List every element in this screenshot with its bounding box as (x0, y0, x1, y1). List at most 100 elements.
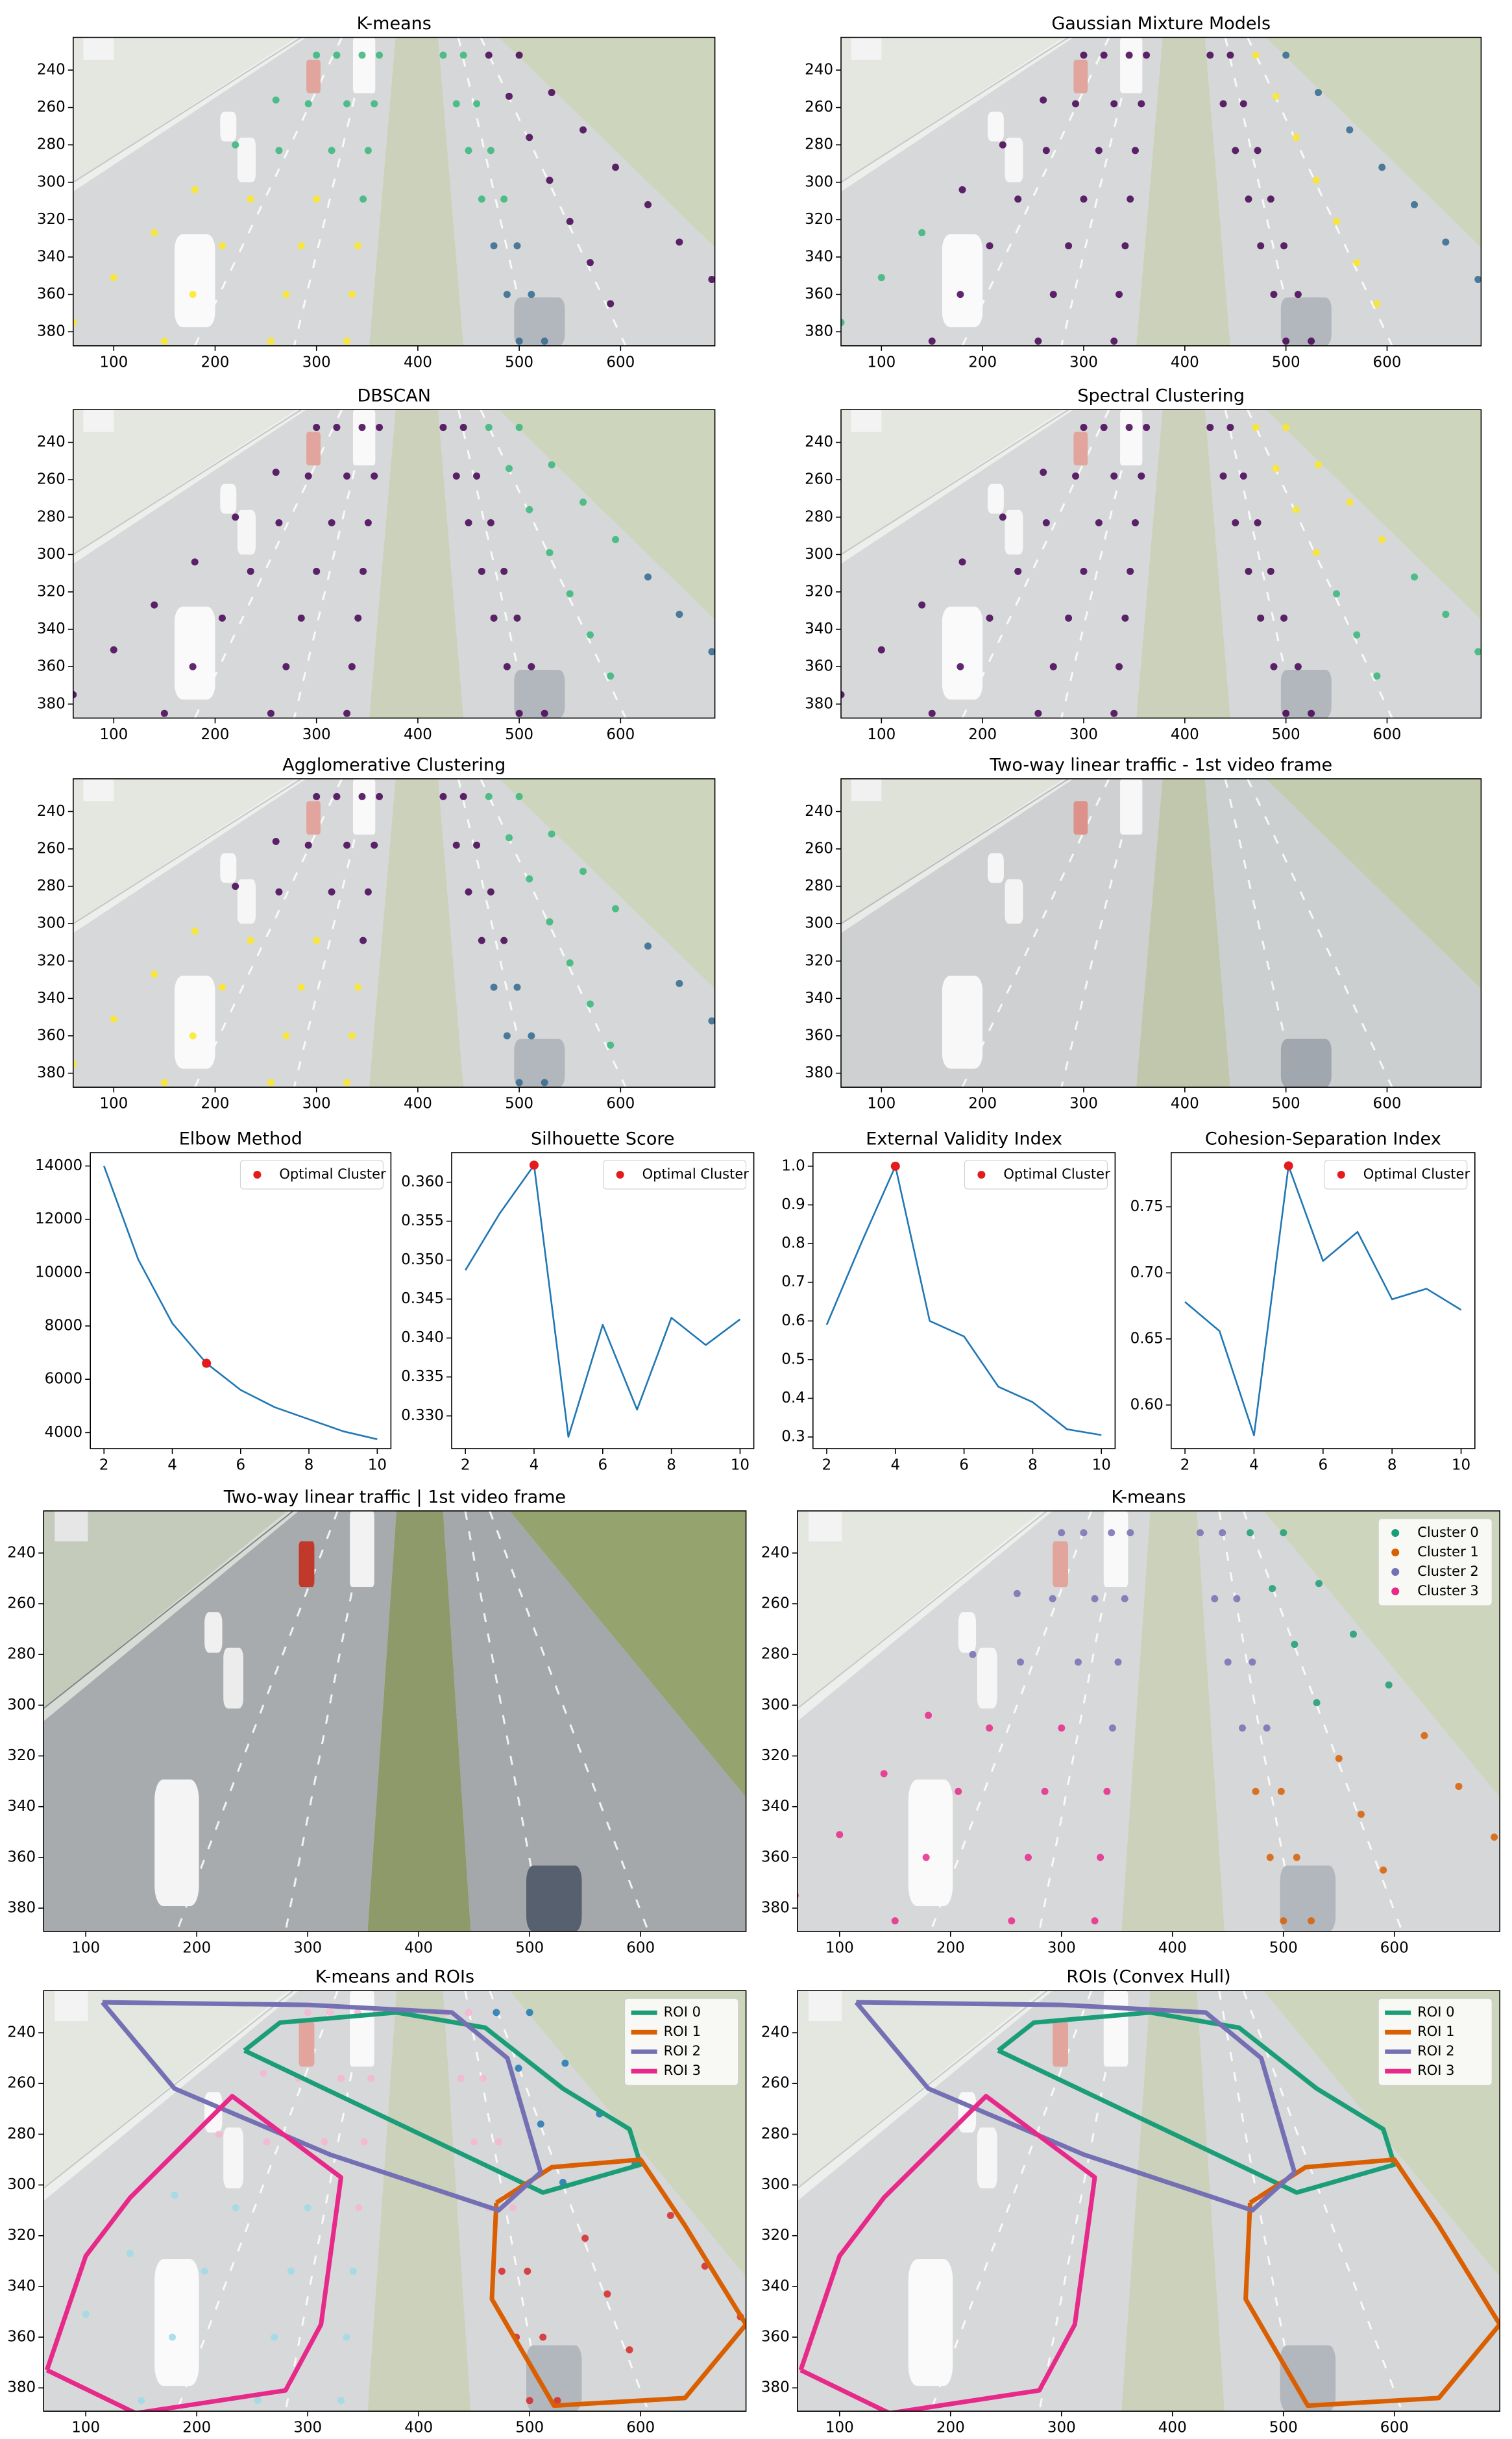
point (676, 611, 683, 619)
axes-frame (797, 1510, 1501, 1932)
point (328, 888, 335, 896)
point (189, 291, 197, 299)
point (925, 1711, 933, 1719)
point (1108, 1529, 1116, 1537)
point (918, 601, 926, 609)
y-tick-label: 0.330 (401, 1407, 444, 1424)
y-tick-label: 360 (37, 658, 66, 675)
y-tick-label: 240 (805, 803, 833, 820)
point (841, 319, 845, 326)
y-tick-label: 0.6 (781, 1312, 805, 1329)
x-tick-label: 600 (606, 726, 635, 743)
point (513, 614, 521, 622)
legend-label: ROI 3 (664, 2063, 701, 2078)
point (1127, 195, 1134, 203)
point (457, 2074, 465, 2082)
y-tick-label: 320 (7, 1747, 36, 1764)
y-tick-label: 320 (37, 952, 66, 969)
y-tick-label: 340 (805, 249, 833, 265)
x-tick-label: 4 (530, 1457, 539, 1474)
point (479, 2074, 487, 2082)
legend-box (1324, 1160, 1468, 1190)
point (333, 792, 341, 800)
x-tick-label: 300 (293, 2420, 322, 2436)
point (1091, 1917, 1099, 1925)
x-tick-label: 200 (201, 354, 230, 371)
point (151, 601, 158, 609)
point (304, 100, 312, 108)
x-tick-label: 500 (1272, 354, 1300, 371)
point (922, 1854, 930, 1861)
chart-title: Spectral Clustering (1077, 386, 1245, 406)
axes-frame (797, 1990, 1501, 2412)
axes-frame (73, 36, 716, 347)
point (1206, 424, 1214, 432)
point (348, 1032, 356, 1040)
panel: Two-way linear traffic - 1st video frame… (805, 755, 1482, 1112)
point (313, 792, 321, 800)
point (1065, 614, 1073, 622)
point (1282, 337, 1290, 345)
point (1291, 1641, 1299, 1648)
point (263, 2138, 271, 2146)
point (282, 1032, 290, 1040)
point (1455, 1782, 1463, 1790)
point (1245, 567, 1252, 575)
point (526, 875, 533, 883)
point (1293, 1854, 1300, 1861)
point (1114, 1658, 1122, 1666)
x-tick-label: 6 (1318, 1457, 1328, 1474)
point (546, 177, 554, 184)
point (473, 472, 481, 480)
legend-label: ROI 3 (1417, 2063, 1454, 2078)
point (487, 888, 494, 896)
point (232, 513, 239, 521)
point (333, 424, 341, 432)
y-tick-label: 340 (761, 2277, 790, 2294)
point (1353, 631, 1361, 639)
x-tick-label: 100 (99, 726, 128, 743)
point (247, 937, 254, 944)
point (473, 841, 481, 849)
point (171, 2191, 178, 2199)
x-tick-label: 200 (201, 726, 230, 743)
point (708, 1017, 715, 1025)
point (1091, 1595, 1099, 1602)
point (321, 2138, 328, 2146)
point (1097, 1854, 1104, 1861)
panel: Elbow Method 2 4 6 8 10 4000 6000 8000 10000 12000… (35, 1129, 392, 1474)
axes-frame (1171, 1152, 1476, 1449)
y-tick-label: 0.360 (401, 1173, 444, 1190)
x-tick-label: 600 (606, 1096, 635, 1112)
point (364, 888, 372, 896)
point (1040, 96, 1047, 104)
x-tick-label: 2 (461, 1457, 470, 1474)
y-tick-label: 260 (805, 840, 833, 857)
x-tick-label: 400 (1171, 1096, 1199, 1112)
point (1373, 300, 1381, 308)
point (515, 51, 523, 59)
point (490, 614, 498, 622)
y-tick-label: 240 (7, 1544, 36, 1561)
plot-area (841, 51, 1482, 345)
point (1127, 1529, 1134, 1537)
point (1280, 1529, 1287, 1537)
x-tick-label: 2 (99, 1457, 109, 1474)
point (1308, 1917, 1315, 1925)
x-tick-label: 500 (505, 354, 533, 371)
point (151, 970, 158, 978)
point (1211, 1595, 1219, 1602)
point (1226, 51, 1234, 59)
video-frame (73, 410, 715, 718)
y-tick-label: 240 (37, 803, 66, 820)
legend-label: ROI 0 (1417, 2004, 1454, 2020)
point (505, 465, 513, 472)
point (524, 2267, 531, 2275)
x-tick-label: 200 (936, 1940, 965, 1957)
point (955, 1787, 962, 1795)
point (304, 2204, 311, 2212)
point (337, 2074, 345, 2082)
point (999, 141, 1006, 149)
point (470, 2138, 478, 2146)
